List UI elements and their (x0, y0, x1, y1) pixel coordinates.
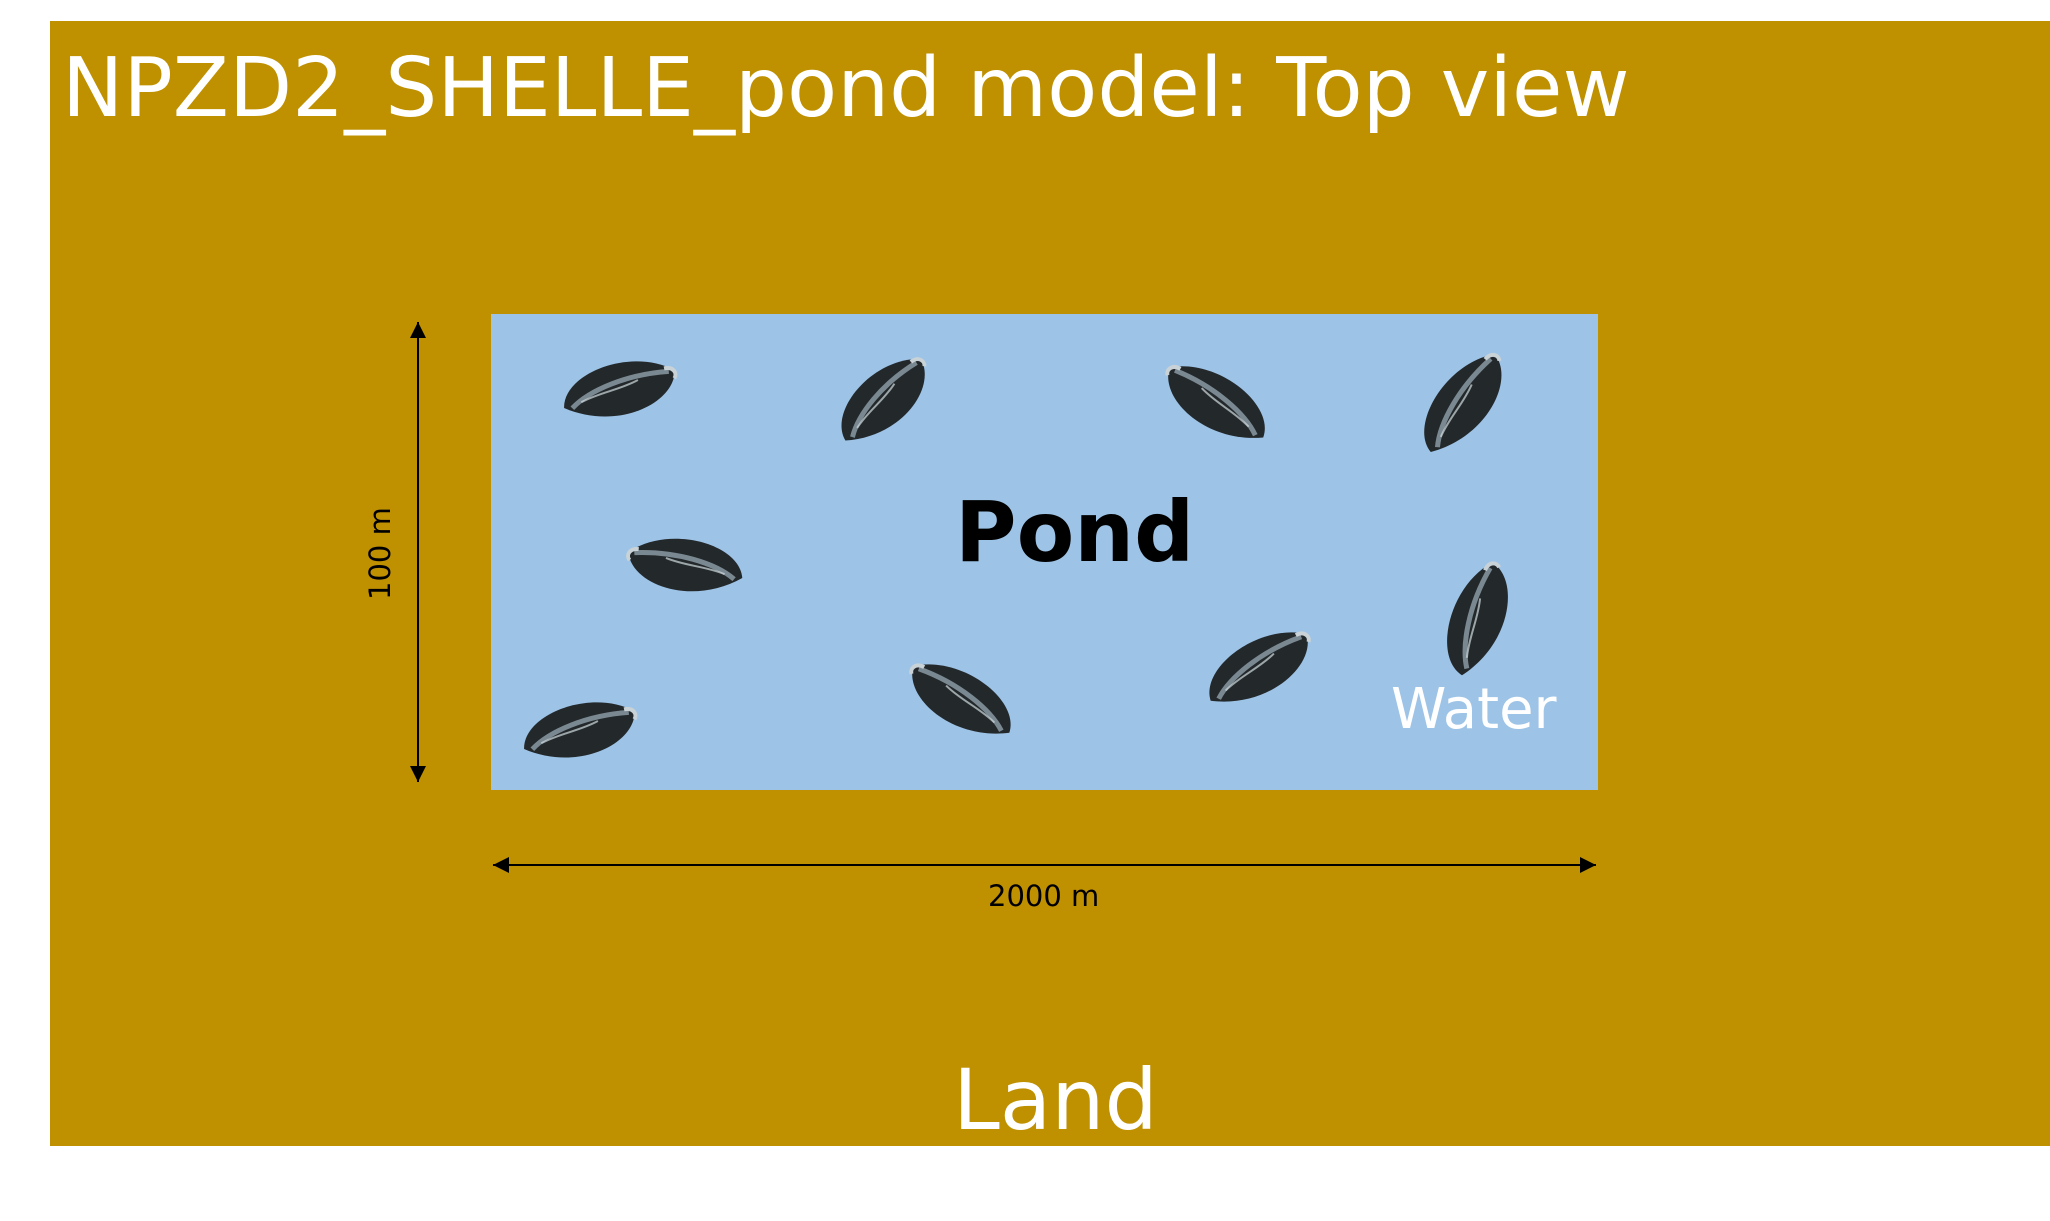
height-dimension-label: 100 m (363, 507, 397, 600)
mussel-4-icon (1406, 342, 1520, 464)
mussel-6-icon (1432, 555, 1523, 682)
mussel-8-icon (1195, 617, 1322, 717)
page-title: NPZD2_SHELLE_pond model: Top view (62, 41, 1630, 136)
mussel-9-icon (517, 693, 641, 768)
mussel-7-icon (898, 649, 1025, 749)
mussel-1-icon (557, 352, 681, 427)
pond-label: Pond (955, 483, 1195, 581)
land-label: Land (953, 1051, 1158, 1149)
width-dimension-label: 2000 m (988, 879, 1100, 913)
water-label: Water (1391, 677, 1557, 742)
mussel-3-icon (1153, 351, 1279, 454)
mussel-2-icon (824, 345, 942, 455)
mussel-5-icon (625, 533, 746, 597)
